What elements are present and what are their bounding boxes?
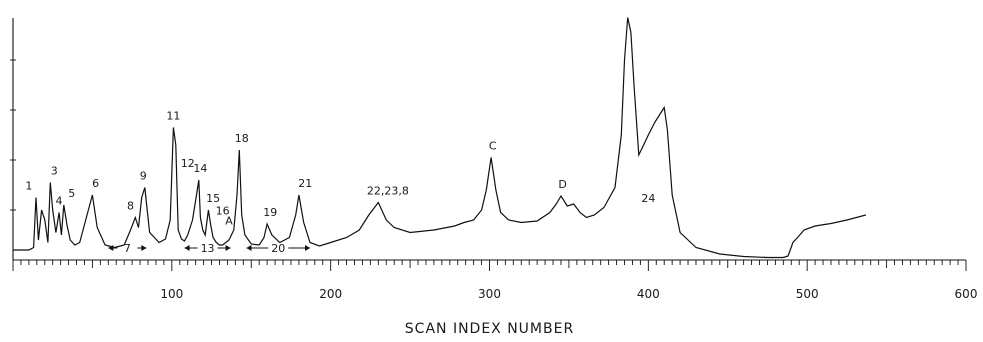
x-tick-label: 500 — [796, 287, 819, 301]
range-marker: 7 — [108, 242, 147, 255]
peak-label: 12 — [181, 157, 195, 170]
range-label: 20 — [271, 242, 285, 255]
range-arrowhead — [141, 245, 147, 251]
range-label: 7 — [124, 242, 131, 255]
x-tick-label: 400 — [637, 287, 660, 301]
peak-label: C — [489, 140, 497, 153]
peak-label: 1 — [25, 180, 32, 193]
tick-marks — [10, 59, 967, 271]
x-tick-label: 200 — [319, 287, 342, 301]
range-arrowhead — [225, 245, 231, 251]
range-arrowhead — [246, 245, 252, 251]
x-tick-labels: 100 200 300 400 500 600 — [160, 287, 977, 301]
range-marker: 13 — [184, 242, 231, 255]
peak-label: 11 — [166, 110, 180, 123]
range-marker: 20 — [246, 242, 311, 255]
peak-label: 19 — [263, 206, 277, 219]
x-axis-title: SCAN INDEX NUMBER — [405, 321, 574, 337]
peak-label: 22,23,8 — [367, 185, 409, 198]
peak-label: 5 — [68, 187, 75, 200]
peak-label: 8 — [127, 200, 134, 213]
range-arrowhead — [108, 245, 114, 251]
peak-label: D — [558, 178, 566, 191]
x-tick-label: 100 — [160, 287, 183, 301]
range-label: 13 — [201, 242, 215, 255]
peak-label: 14 — [193, 162, 207, 175]
peak-label: 24 — [641, 192, 655, 205]
peak-label: 4 — [56, 195, 63, 208]
peak-label: 3 — [51, 165, 58, 178]
peak-label: 9 — [140, 170, 147, 183]
peak-label: A — [225, 215, 233, 228]
peak-label: 21 — [298, 177, 312, 190]
range-arrowhead — [305, 245, 311, 251]
range-markers: 7 13 20 — [108, 242, 311, 255]
peak-label: 6 — [92, 177, 99, 190]
x-tick-label: 300 — [478, 287, 501, 301]
peak-label: 18 — [235, 132, 249, 145]
chromatogram-trace — [13, 17, 867, 259]
peak-label: 16 — [216, 205, 230, 218]
x-tick-label: 600 — [955, 287, 978, 301]
range-arrowhead — [184, 245, 190, 251]
peak-label: 15 — [206, 192, 220, 205]
